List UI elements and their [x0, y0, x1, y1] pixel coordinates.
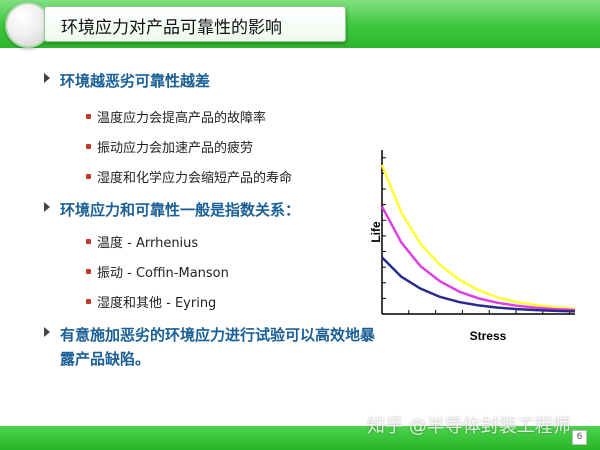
square-bullet-icon — [86, 174, 91, 179]
sub-bullet-2-2: 振动 - Coffin-Manson — [86, 262, 229, 281]
arrow-bullet-icon — [44, 327, 50, 337]
series-line-3 — [381, 256, 576, 313]
logo-circle — [5, 2, 51, 48]
sub-bullet-1-3: 湿度和化学应力会缩短产品的寿命 — [86, 167, 292, 186]
sub-bullet-text: 温度应力会提高产品的故障率 — [97, 111, 267, 126]
bullet-3-text-line-2: 露产品缺陷。 — [60, 350, 151, 368]
sub-bullet-text: 湿度和其他 - Eyring — [97, 296, 217, 311]
arrow-bullet-icon — [44, 202, 50, 212]
page-number: 6 — [572, 430, 587, 445]
sub-bullet-2-3: 湿度和其他 - Eyring — [86, 292, 216, 311]
bullet-3-text-line-1: 有意施加恶劣的环境应力进行试验可以高效地暴 — [60, 326, 376, 344]
sub-bullet-1-1: 温度应力会提高产品的故障率 — [86, 107, 266, 126]
bullet-1-text: 环境越恶劣可靠性越差 — [60, 72, 211, 90]
x-axis-label: Stress — [470, 329, 507, 343]
bullet-2-text: 环境应力和可靠性一般是指数关系： — [60, 201, 301, 219]
series-line-1 — [380, 164, 576, 311]
life-stress-chart: Life Stress — [360, 140, 580, 354]
slide-title: 环境应力对产品可靠性的影响 — [61, 18, 282, 38]
sub-bullet-text: 振动 - Coffin-Manson — [97, 266, 229, 281]
bullet-1: 环境越恶劣可靠性越差 — [44, 70, 210, 91]
series-line-2 — [380, 206, 576, 312]
chart-svg: Life Stress — [369, 150, 576, 343]
square-bullet-icon — [86, 299, 91, 304]
arrow-bullet-icon — [44, 73, 50, 83]
bullet-2: 环境应力和可靠性一般是指数关系： — [44, 199, 300, 220]
sub-bullet-text: 振动应力会加速产品的疲劳 — [97, 141, 254, 156]
square-bullet-icon — [86, 144, 91, 149]
square-bullet-icon — [86, 269, 91, 274]
sub-bullet-text: 湿度和化学应力会缩短产品的寿命 — [97, 171, 293, 186]
square-bullet-icon — [86, 114, 91, 119]
title-box: 环境应力对产品可靠性的影响 — [44, 6, 346, 42]
watermark: 知乎 @半导体封装工程师... — [367, 416, 588, 437]
bullet-3: 有意施加恶劣的环境应力进行试验可以高效地暴 — [44, 324, 375, 345]
sub-bullet-2-1: 温度 - Arrhenius — [86, 232, 198, 251]
sub-bullet-1-2: 振动应力会加速产品的疲劳 — [86, 137, 253, 156]
bullet-3-continuation: 露产品缺陷。 — [60, 348, 150, 369]
sub-bullet-text: 温度 - Arrhenius — [97, 236, 199, 251]
footer-bar — [0, 426, 600, 450]
square-bullet-icon — [86, 239, 91, 244]
y-axis-label: Life — [369, 221, 383, 243]
